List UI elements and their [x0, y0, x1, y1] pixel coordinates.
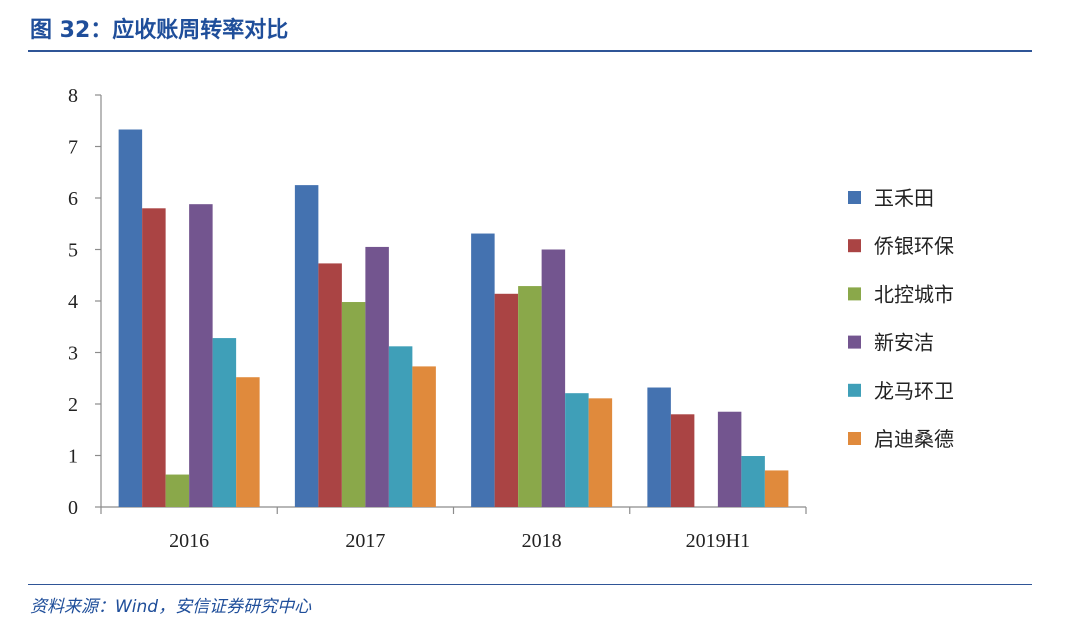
bar — [236, 377, 260, 507]
bar — [741, 456, 765, 507]
legend-label: 北控城市 — [874, 282, 954, 306]
legend-swatch — [848, 335, 861, 349]
legend-label: 龙马环卫 — [874, 379, 954, 403]
y-tick-label: 5 — [68, 240, 78, 262]
legend-item: 龙马环卫 — [848, 379, 954, 403]
legend-swatch — [848, 383, 861, 397]
bar — [588, 398, 613, 507]
bar — [165, 474, 190, 507]
y-tick-label: 1 — [68, 446, 78, 468]
bar — [518, 286, 542, 507]
bar — [341, 302, 366, 507]
legend-item: 玉禾田 — [848, 186, 934, 210]
legend-label: 玉禾田 — [874, 186, 934, 210]
bar-chart: 0 1 2 3 4 5 6 7 8 2016 2017 2018 2019H1 玉禾田侨银环保北控城市… — [68, 85, 954, 552]
y-tick-labels: 0 1 2 3 4 5 6 7 8 — [68, 85, 78, 519]
legend-label: 启迪桑德 — [874, 427, 954, 451]
chart-bars — [118, 129, 789, 508]
legend-item: 北控城市 — [848, 282, 954, 306]
legend-label: 新安洁 — [874, 331, 934, 355]
bar — [670, 414, 695, 507]
x-tick-label: 2016 — [169, 530, 209, 552]
legend-swatch — [848, 287, 861, 301]
bar — [541, 249, 566, 507]
legend-item: 启迪桑德 — [848, 427, 954, 451]
legend-item: 侨银环保 — [848, 234, 954, 258]
legend-item: 新安洁 — [848, 331, 934, 355]
legend-swatch — [848, 432, 861, 445]
bar — [412, 366, 436, 507]
y-tick-label: 3 — [68, 343, 78, 365]
x-tick-label: 2017 — [345, 530, 385, 552]
bar — [717, 411, 742, 507]
legend-swatch — [848, 191, 861, 204]
figure-title: 图 32：应收账周转率对比 — [30, 18, 289, 43]
y-tick-label: 8 — [68, 85, 78, 107]
bar — [494, 293, 519, 507]
y-tick-label: 0 — [68, 497, 78, 519]
bar — [294, 185, 319, 507]
bar — [471, 233, 495, 507]
y-tick-label: 7 — [68, 137, 78, 159]
bar — [212, 338, 237, 507]
source-note: 资料来源：Wind，安信证券研究中心 — [30, 597, 312, 617]
footer-divider — [28, 584, 1032, 585]
bar — [565, 393, 589, 507]
bar — [647, 387, 671, 507]
x-tick-label: 2019H1 — [686, 530, 750, 552]
y-tick-label: 4 — [68, 291, 78, 313]
title-divider — [28, 50, 1032, 52]
bar — [189, 204, 213, 507]
x-tick-label: 2018 — [522, 530, 562, 552]
legend-swatch — [848, 239, 861, 253]
bar — [764, 470, 789, 507]
bar — [388, 346, 413, 507]
y-tick-label: 2 — [68, 394, 78, 416]
bar — [365, 246, 389, 508]
bar — [142, 208, 166, 508]
y-tick-label: 6 — [68, 188, 78, 210]
x-tick-labels: 2016 2017 2018 2019H1 — [169, 530, 750, 552]
bar — [318, 263, 342, 507]
bar — [118, 129, 143, 507]
legend-label: 侨银环保 — [874, 234, 954, 258]
